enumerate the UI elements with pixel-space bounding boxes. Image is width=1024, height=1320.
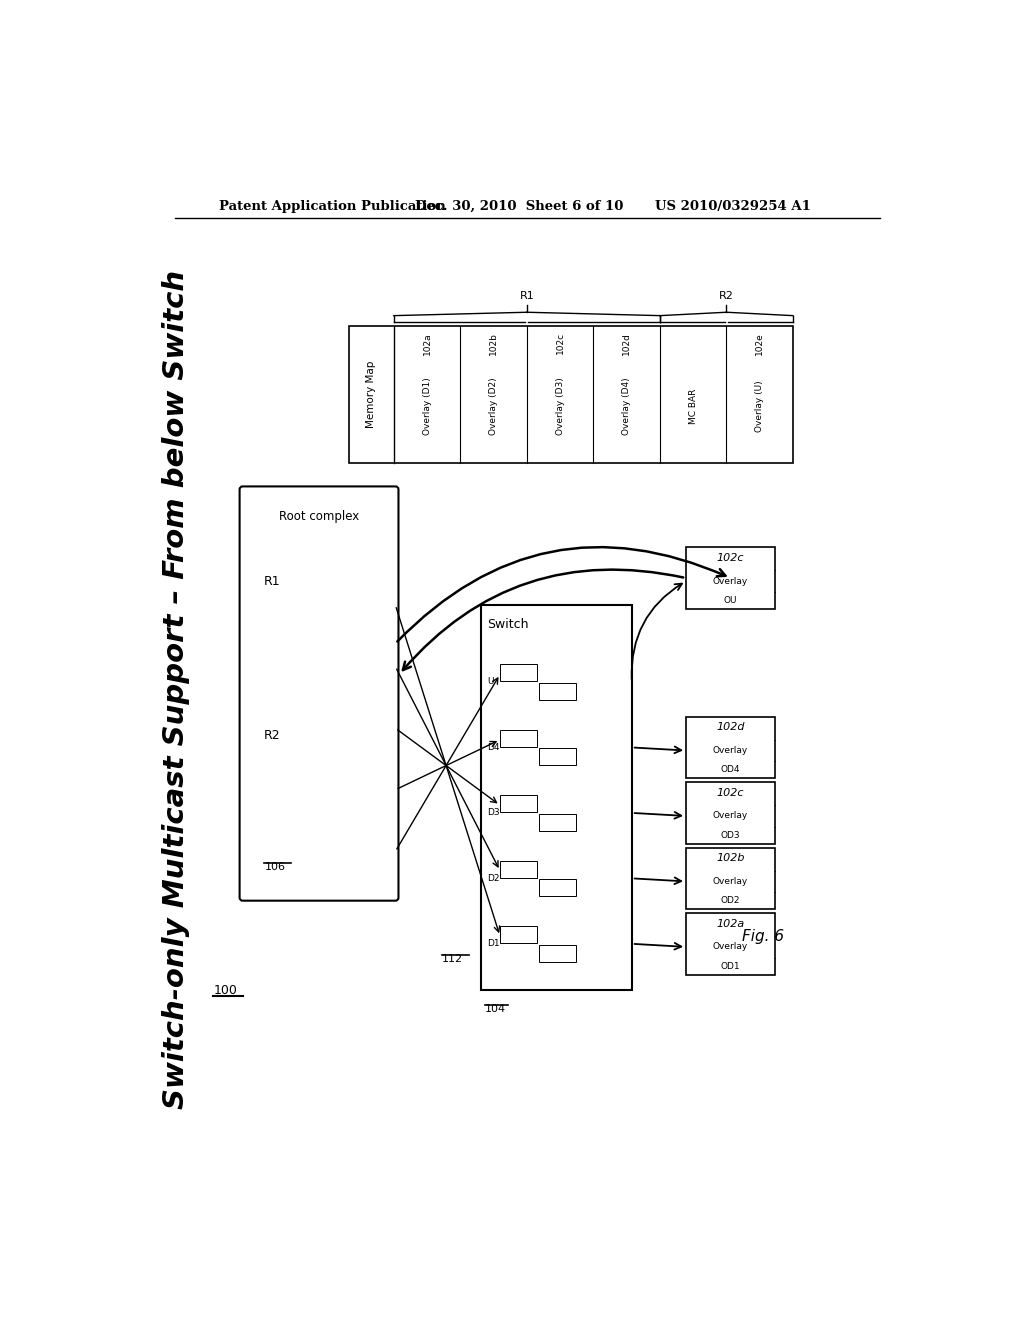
Bar: [539, 945, 575, 961]
Text: Overlay (D1): Overlay (D1): [423, 378, 431, 434]
Text: 100: 100: [213, 983, 238, 997]
Bar: [500, 730, 538, 747]
Text: OU: OU: [552, 686, 563, 696]
Text: US 2010/0329254 A1: US 2010/0329254 A1: [655, 199, 811, 213]
Text: Overlay: Overlay: [713, 577, 749, 586]
Text: Overlay (U): Overlay (U): [755, 380, 764, 432]
Text: Overlay (D2): Overlay (D2): [489, 378, 498, 434]
Text: 102c: 102c: [717, 788, 744, 797]
Bar: [686, 847, 775, 909]
Text: Root complex: Root complex: [279, 510, 359, 523]
Text: 106: 106: [264, 862, 286, 871]
Bar: [686, 781, 775, 843]
Bar: [500, 664, 538, 681]
Bar: [539, 813, 575, 830]
Text: R2: R2: [264, 730, 281, 742]
Text: Memory Map: Memory Map: [367, 360, 377, 428]
Text: OD4: OD4: [721, 766, 740, 775]
Text: Overlay: Overlay: [504, 865, 534, 874]
Text: Overlay: Overlay: [504, 931, 534, 939]
Bar: [686, 913, 775, 974]
Text: Switch: Switch: [487, 618, 528, 631]
Text: R1: R1: [264, 576, 281, 589]
Text: Overlay (D4): Overlay (D4): [623, 378, 631, 434]
Text: 102d: 102d: [717, 722, 744, 733]
Text: Overlay: Overlay: [504, 734, 534, 743]
Text: 102e: 102e: [755, 331, 764, 355]
Text: D4: D4: [486, 743, 500, 752]
Text: MC BAR: MC BAR: [543, 817, 572, 826]
Text: 102b: 102b: [717, 853, 744, 863]
Text: Dec. 30, 2010  Sheet 6 of 10: Dec. 30, 2010 Sheet 6 of 10: [415, 199, 624, 213]
Bar: [686, 548, 775, 609]
Bar: [539, 748, 575, 766]
Text: R2: R2: [719, 290, 734, 301]
Text: OD2: OD2: [721, 896, 740, 906]
Text: MC BAR: MC BAR: [543, 752, 572, 762]
Text: OD3: OD3: [721, 830, 740, 840]
Bar: [349, 326, 793, 462]
Text: D1: D1: [486, 940, 500, 948]
Text: Switch-only Multicast Support – From below Switch: Switch-only Multicast Support – From bel…: [162, 271, 190, 1109]
Text: Fig. 6: Fig. 6: [742, 928, 784, 944]
Text: Overlay: Overlay: [713, 746, 749, 755]
Text: 102c: 102c: [556, 333, 564, 354]
Text: 102d: 102d: [623, 331, 631, 355]
Text: 112: 112: [442, 954, 463, 964]
Text: Overlay: Overlay: [713, 876, 749, 886]
Bar: [500, 927, 538, 942]
Text: OD1: OD1: [721, 962, 740, 970]
Text: 102a: 102a: [717, 919, 744, 929]
Text: 102c: 102c: [717, 553, 744, 564]
Text: Overlay: Overlay: [504, 668, 534, 677]
Bar: [480, 605, 632, 990]
Bar: [500, 861, 538, 878]
Text: MC BAR: MC BAR: [689, 388, 697, 424]
Text: 102a: 102a: [423, 331, 431, 355]
Text: Overlay: Overlay: [504, 799, 534, 808]
Text: Overlay (D3): Overlay (D3): [556, 378, 564, 434]
Text: D2: D2: [486, 874, 500, 883]
Bar: [539, 879, 575, 896]
Text: Overlay: Overlay: [713, 942, 749, 952]
Text: 102b: 102b: [489, 331, 498, 355]
Text: OU: OU: [724, 595, 737, 605]
Text: MC BAR: MC BAR: [543, 949, 572, 957]
FancyBboxPatch shape: [240, 487, 398, 900]
Text: D3: D3: [486, 808, 500, 817]
Text: Overlay: Overlay: [713, 812, 749, 821]
Bar: [686, 717, 775, 779]
Bar: [539, 682, 575, 700]
Text: Patent Application Publication: Patent Application Publication: [219, 199, 446, 213]
Text: MC BAR: MC BAR: [543, 883, 572, 892]
Text: U: U: [486, 677, 494, 686]
Text: 104: 104: [484, 1005, 506, 1014]
Bar: [500, 795, 538, 812]
Text: R1: R1: [519, 290, 535, 301]
